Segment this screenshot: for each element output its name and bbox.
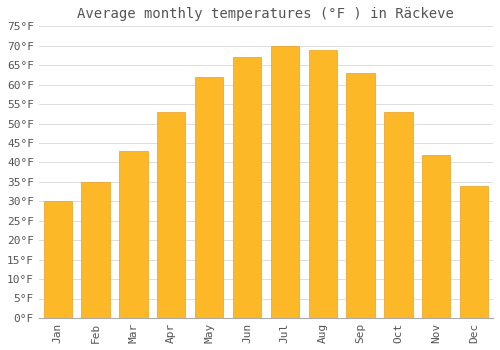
Bar <box>82 182 110 318</box>
Bar <box>270 46 299 318</box>
Bar <box>460 186 488 318</box>
Bar <box>308 50 337 318</box>
Title: Average monthly temperatures (°F ) in Räckeve: Average monthly temperatures (°F ) in Rä… <box>78 7 454 21</box>
Bar <box>346 73 375 318</box>
Bar <box>157 112 186 318</box>
Bar <box>384 112 412 318</box>
Bar <box>119 151 148 318</box>
Bar <box>195 77 224 318</box>
Bar <box>422 155 450 318</box>
Bar <box>233 57 261 318</box>
Bar <box>44 201 72 318</box>
